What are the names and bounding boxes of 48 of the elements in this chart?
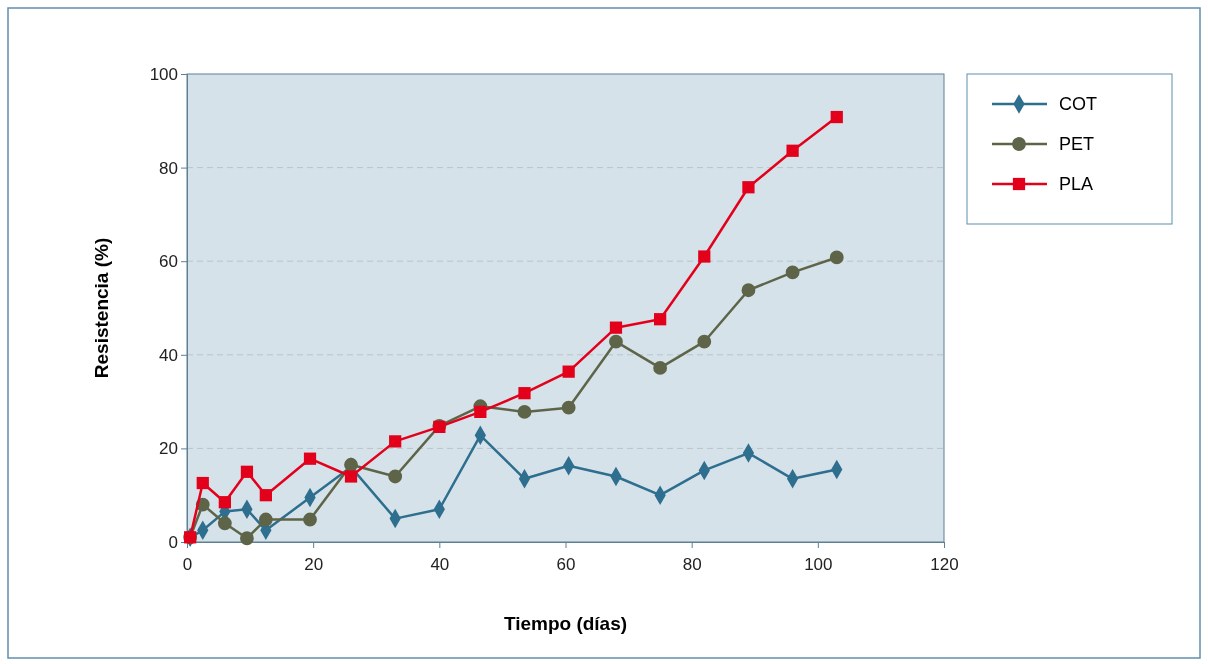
point [240, 465, 254, 478]
point [303, 512, 317, 527]
point [697, 334, 712, 349]
y-tick-label: 0 [168, 532, 178, 552]
x-tick-label: 100 [804, 554, 833, 574]
point [742, 181, 755, 194]
y-tick-label: 20 [159, 439, 178, 459]
y-tick-label: 60 [159, 252, 178, 272]
point [303, 452, 317, 465]
point [474, 405, 487, 419]
point [698, 250, 711, 263]
point [741, 283, 756, 298]
x-tick-label: 60 [556, 554, 576, 574]
x-tick-label: 20 [304, 554, 324, 574]
point [609, 321, 623, 334]
point [259, 489, 272, 502]
x-tick-label: 40 [430, 554, 450, 574]
x-tick-label: 120 [930, 554, 959, 574]
legend-label: PLA [1059, 174, 1094, 194]
point [786, 144, 799, 157]
x-tick-label: 0 [182, 554, 193, 574]
point [218, 496, 231, 509]
point [829, 250, 844, 265]
legend-label: PET [1059, 134, 1095, 154]
point [517, 405, 532, 419]
point [561, 400, 576, 415]
x-tick-label: 80 [682, 554, 702, 574]
y-axis-title: Resistencia (%) [91, 237, 112, 379]
y-tick-label: 40 [159, 345, 178, 365]
point [653, 361, 668, 375]
y-tick-label: 100 [149, 64, 178, 84]
point [240, 531, 254, 546]
point [217, 516, 232, 531]
point [830, 110, 843, 124]
point [518, 387, 531, 400]
point [258, 512, 273, 527]
point [654, 313, 667, 326]
point [388, 469, 403, 484]
point [609, 334, 623, 349]
y-tick-label: 80 [159, 158, 178, 178]
point [785, 265, 800, 280]
point [562, 365, 575, 378]
x-axis-title: Tiempo (días) [503, 613, 628, 634]
point [389, 435, 402, 448]
point [344, 457, 358, 472]
point [344, 470, 358, 483]
point [196, 476, 209, 490]
legend-label: COT [1059, 94, 1097, 114]
